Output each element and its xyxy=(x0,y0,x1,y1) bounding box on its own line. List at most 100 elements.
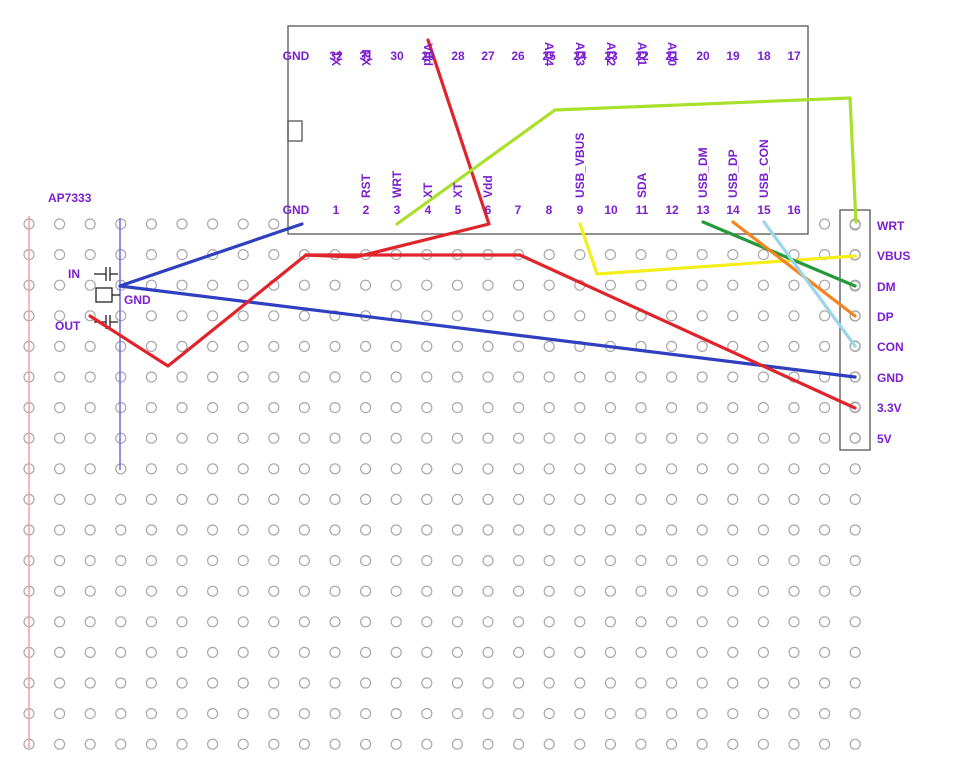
board-hole xyxy=(604,738,617,750)
board-hole xyxy=(207,340,219,352)
board-hole xyxy=(237,218,249,230)
connector-hole xyxy=(849,432,861,444)
connector-label-VBUS: VBUS xyxy=(877,249,910,263)
regulator-body xyxy=(95,287,113,303)
board-hole xyxy=(574,493,586,505)
board-hole xyxy=(696,432,708,444)
board-hole xyxy=(268,463,280,475)
board-hole xyxy=(696,249,708,261)
board-hole xyxy=(574,402,586,414)
board-hole xyxy=(237,402,249,414)
board-hole xyxy=(788,432,800,444)
board-hole xyxy=(635,524,647,536)
board-hole xyxy=(237,493,249,505)
board-hole xyxy=(84,340,96,352)
board-hole xyxy=(543,707,555,720)
board-hole xyxy=(451,585,463,597)
module-bottom-pin-name-USB_VBUS: USB_VBUS xyxy=(573,133,587,198)
board-hole xyxy=(696,677,708,689)
board-hole xyxy=(727,524,739,536)
module-bottom-pin-1: 1 xyxy=(333,203,340,217)
board-hole xyxy=(176,432,188,444)
board-hole xyxy=(818,738,831,750)
board-hole xyxy=(788,554,800,567)
board-hole xyxy=(115,524,127,536)
board-hole xyxy=(53,279,66,291)
board-hole xyxy=(574,554,586,567)
board-hole xyxy=(329,646,341,659)
board-hole xyxy=(207,677,219,689)
wrt-wire xyxy=(395,96,858,226)
board-hole xyxy=(543,340,555,352)
board-hole xyxy=(84,310,96,322)
board-hole xyxy=(849,524,861,536)
board-hole xyxy=(115,646,127,659)
board-hole xyxy=(145,371,157,383)
board-hole xyxy=(451,646,463,659)
module-bottom-pin-name-USB_DP: USB_DP xyxy=(726,149,740,198)
board-hole xyxy=(421,340,433,352)
board-hole xyxy=(818,616,831,628)
board-hole xyxy=(268,340,280,352)
board-hole xyxy=(360,524,372,536)
connector-label-WRT: WRT xyxy=(877,219,905,233)
board-hole xyxy=(176,218,188,230)
board-hole xyxy=(512,402,525,414)
board-hole xyxy=(543,463,555,475)
board-hole xyxy=(360,616,372,628)
board-hole xyxy=(818,646,831,659)
board-hole xyxy=(53,310,66,322)
board-hole xyxy=(390,463,402,475)
board-hole xyxy=(635,432,647,444)
module-top-pin-25: 25 xyxy=(542,49,556,63)
board-hole xyxy=(788,585,800,597)
board-hole xyxy=(53,218,66,230)
board-hole xyxy=(145,432,157,444)
board-hole xyxy=(543,432,555,444)
board-hole xyxy=(727,493,739,505)
board-hole xyxy=(237,371,249,383)
module-top-pin-21: 21 xyxy=(665,49,679,63)
board-hole xyxy=(115,249,127,261)
board-hole xyxy=(53,677,66,689)
board-hole xyxy=(482,554,494,567)
module-top-pin-32: 32 xyxy=(329,49,343,63)
board-hole xyxy=(237,616,249,628)
board-hole xyxy=(390,524,402,536)
board-hole xyxy=(115,554,127,567)
board-hole xyxy=(237,677,249,689)
board-hole xyxy=(329,463,341,475)
power-wire-3v3 xyxy=(304,253,857,410)
module-bottom-pin-GND: GND xyxy=(283,203,310,217)
board-hole xyxy=(53,585,66,597)
board-hole xyxy=(329,493,341,505)
board-hole xyxy=(360,402,372,414)
board-hole xyxy=(176,524,188,536)
board-hole xyxy=(818,524,831,536)
board-hole xyxy=(788,738,800,750)
module-bottom-pin-13: 13 xyxy=(696,203,710,217)
board-hole xyxy=(788,524,800,536)
board-hole xyxy=(207,738,219,750)
board-hole xyxy=(268,310,280,322)
board-hole xyxy=(390,616,402,628)
board-hole xyxy=(788,279,800,291)
board-hole xyxy=(696,585,708,597)
board-hole xyxy=(360,340,372,352)
board-hole xyxy=(727,402,739,414)
board-hole xyxy=(84,646,96,659)
board-hole xyxy=(543,249,555,261)
regulator-gnd-label: GND xyxy=(124,293,151,307)
board-hole xyxy=(207,279,219,291)
board-hole xyxy=(145,493,157,505)
board-hole xyxy=(543,524,555,536)
board-hole xyxy=(665,402,678,414)
board-hole xyxy=(329,554,341,567)
board-hole xyxy=(512,646,525,659)
board-hole xyxy=(390,371,402,383)
board-hole xyxy=(665,371,678,383)
board-hole xyxy=(512,677,525,689)
module-bottom-pin-14: 14 xyxy=(726,203,740,217)
